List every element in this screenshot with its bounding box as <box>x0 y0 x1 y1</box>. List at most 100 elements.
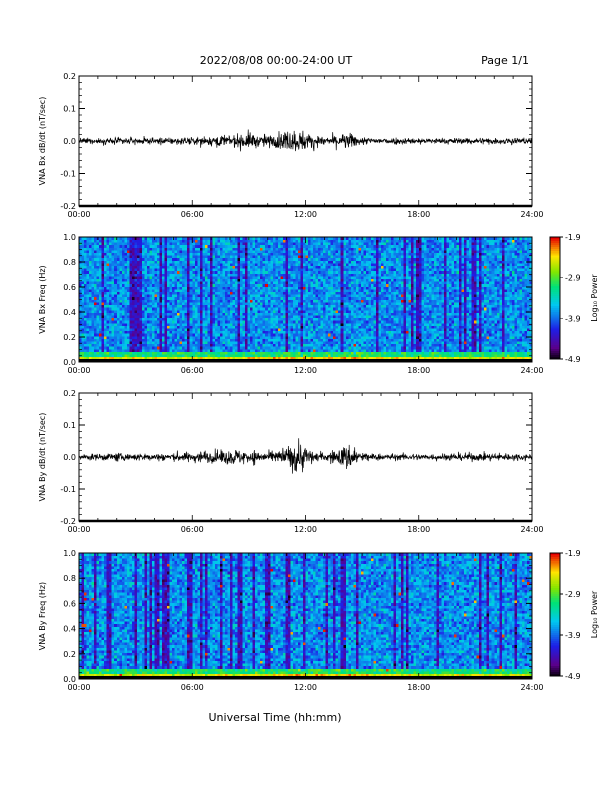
spectrogram-cell <box>146 317 150 321</box>
spectrogram-cell <box>323 278 326 282</box>
spectrogram-cell <box>209 320 213 324</box>
spectrogram-cell <box>325 252 329 256</box>
spectrogram-cell <box>104 315 108 319</box>
spectrogram-cell <box>111 338 115 342</box>
spectrogram-cell <box>310 356 314 360</box>
spectrogram-cell <box>151 255 155 259</box>
spectrogram-cell <box>277 309 281 313</box>
spectrogram-cell <box>257 294 261 298</box>
spectrogram-cell <box>232 283 236 287</box>
spectrogram-cell <box>315 250 319 253</box>
spectrogram-cell <box>230 335 233 339</box>
spectrogram-cell <box>287 346 291 350</box>
spectrogram-cell <box>252 307 256 311</box>
spectrogram-cell <box>230 299 233 303</box>
spectrogram-cell <box>333 299 337 303</box>
spectrogram-cell <box>187 247 191 251</box>
spectrogram-cell <box>209 276 213 280</box>
spectrogram-cell <box>325 276 329 280</box>
spectrogram-cell <box>297 244 301 248</box>
spectrogram-cell <box>247 273 251 277</box>
spectrogram-cell <box>179 341 183 345</box>
spectrogram-cell <box>252 286 256 290</box>
spectrogram-cell <box>194 265 198 269</box>
spectrogram-cell <box>315 252 319 256</box>
spectrogram-cell <box>320 328 324 332</box>
spectrogram-cell <box>157 289 160 293</box>
spectrogram-cell <box>214 289 218 293</box>
spectrogram-cell <box>302 354 306 358</box>
spectrogram-cell <box>265 268 269 272</box>
spectrogram-cell <box>285 302 289 306</box>
spectrogram-cell <box>250 351 253 355</box>
spectrogram-cell <box>187 296 191 300</box>
spectrogram-cell <box>315 286 319 290</box>
spectrogram-cell <box>242 338 246 342</box>
spectrogram-cell <box>222 307 226 311</box>
spectrogram-cell <box>179 257 183 261</box>
spectrogram-cell <box>280 309 284 313</box>
spectrogram-cell <box>302 348 306 352</box>
spectrogram-cell <box>131 255 135 259</box>
spectrogram-cell <box>290 338 294 342</box>
spectrogram-cell <box>126 283 130 287</box>
spectrogram-cell <box>252 354 256 358</box>
spectrogram-cell <box>235 286 238 290</box>
spectrogram-cell <box>280 260 284 264</box>
spectrogram-cell <box>224 351 228 355</box>
spectrogram-cell <box>247 328 251 332</box>
spectrogram-cell <box>167 244 170 248</box>
spectrogram-cell <box>242 270 246 274</box>
spectrogram-cell <box>257 283 261 287</box>
spectrogram-cell <box>199 247 203 251</box>
spectrogram-cell <box>270 296 274 300</box>
spectrogram-cell <box>280 268 284 272</box>
spectrogram-cell <box>104 237 108 240</box>
spectrogram-cell <box>136 341 140 345</box>
spectrogram-cell <box>146 265 150 269</box>
spectrogram-cell <box>144 247 148 251</box>
spectrogram-cell <box>172 335 175 339</box>
spectrogram-cell <box>262 315 266 319</box>
spectrogram-cell <box>151 330 155 334</box>
spectrogram-cell <box>247 341 251 345</box>
spectrogram-cell <box>270 265 274 269</box>
spectrogram-cell <box>139 338 143 342</box>
spectrogram-cell <box>89 237 92 240</box>
spectrogram-cell <box>99 294 102 298</box>
spectrogram-cell <box>252 312 256 316</box>
spectrogram-cell <box>162 291 165 295</box>
spectrogram-cell <box>81 354 85 358</box>
spectrogram-cell <box>174 273 178 277</box>
spectrogram-cell <box>214 252 218 256</box>
spectrogram-cell <box>224 312 228 316</box>
spectrogram-cell <box>89 322 92 326</box>
spectrogram-cell <box>167 307 170 311</box>
spectrogram-cell <box>162 244 165 248</box>
spectrogram-cell <box>287 335 291 339</box>
spectrogram-cell <box>104 341 108 345</box>
spectrogram-cell <box>214 322 218 326</box>
spectrogram-cell <box>280 317 284 321</box>
spectrogram-cell <box>192 299 196 303</box>
spectrogram-cell <box>310 333 314 337</box>
spectrogram-cell <box>121 250 125 253</box>
spectrogram-cell <box>242 333 246 337</box>
spectrogram-cell <box>300 291 304 295</box>
spectrogram-cell <box>84 335 87 339</box>
spectrogram-cell <box>219 315 223 319</box>
spectrogram-cell <box>146 346 150 350</box>
spectrogram-cell <box>214 247 218 251</box>
spectrogram-cell <box>81 270 85 274</box>
spectrogram-cell <box>192 354 196 358</box>
spectrogram-cell <box>330 244 334 248</box>
spectrogram-cell <box>146 320 150 324</box>
spectrogram-cell <box>192 351 196 355</box>
spectrogram-cell <box>318 346 321 350</box>
spectrogram-cell <box>315 268 319 272</box>
spectrogram-cell <box>272 244 276 248</box>
spectrogram-cell <box>313 333 316 337</box>
spectrogram-cell <box>285 250 289 253</box>
spectrogram-cell <box>308 356 311 360</box>
spectrogram-cell <box>297 263 301 266</box>
